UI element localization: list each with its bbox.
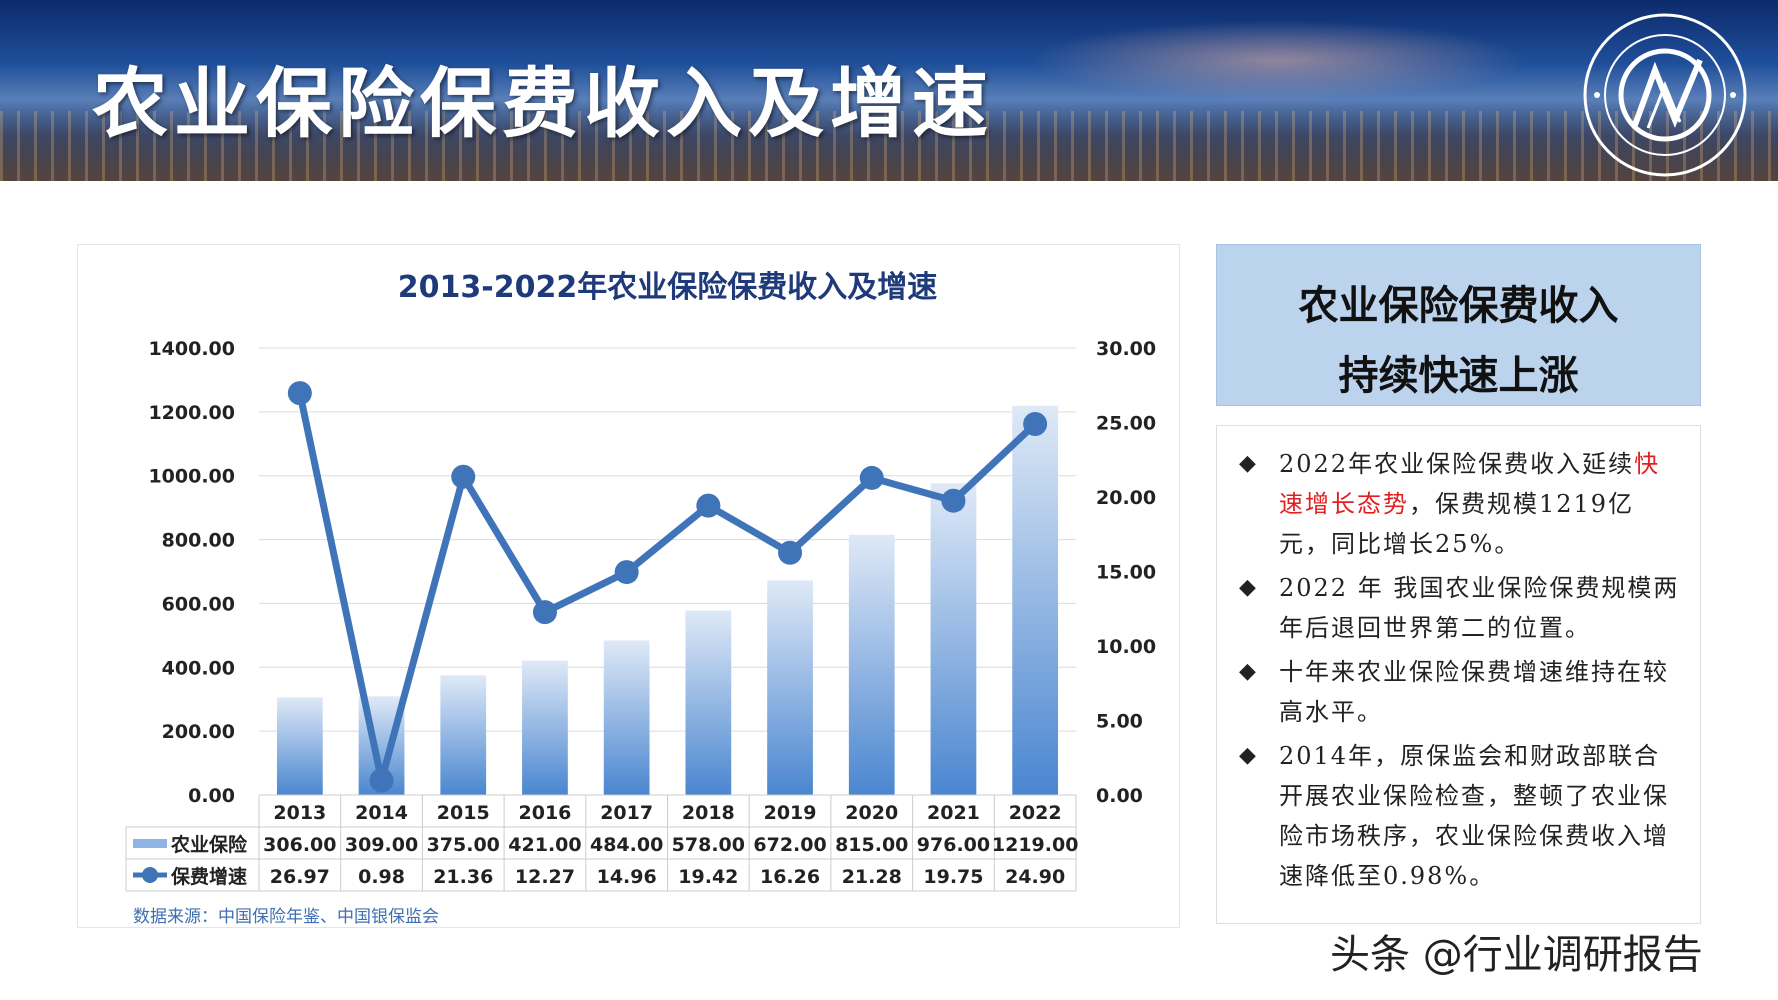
bar	[522, 660, 568, 795]
bullet-text: 2022年农业保险保费收入延续	[1279, 450, 1635, 478]
bar-data-label: 309.00	[345, 834, 418, 856]
category-label: 2015	[437, 802, 490, 824]
growth-point	[941, 488, 966, 513]
page-title: 农业保险保费收入及增速	[92, 59, 994, 148]
bar-data-label: 578.00	[672, 834, 745, 856]
right-axis-tick: 10.00	[1096, 636, 1156, 658]
bullet-item: ◆ 2014年，原保监会和财政部联合开展农业保险检查，整顿了农业保险市场秩序，农业…	[1239, 736, 1686, 896]
left-axis-tick: 1000.00	[148, 466, 235, 488]
right-axis-tick: 30.00	[1096, 338, 1156, 360]
header-banner: 农业保险保费收入及增速	[0, 0, 1778, 181]
left-axis-tick: 800.00	[162, 530, 235, 552]
left-axis-tick: 600.00	[162, 593, 235, 615]
highlight-text: 快速增长态势	[1279, 450, 1661, 518]
line-data-label: 0.98	[358, 866, 405, 888]
bar-data-label: 672.00	[753, 834, 826, 856]
growth-point	[614, 560, 639, 585]
growth-line	[296, 392, 1038, 784]
research-center-logo	[1583, 13, 1747, 177]
bar	[1012, 405, 1059, 795]
category-label: 2019	[764, 802, 817, 824]
bar	[440, 675, 487, 795]
bullet-item: ◆ 十年来农业保险保费增速维持在较高水平。	[1239, 652, 1686, 732]
right-axis-tick: 25.00	[1096, 413, 1156, 435]
category-label: 2018	[682, 802, 735, 824]
diamond-bullet-icon: ◆	[1239, 575, 1258, 600]
right-axis-tick: 15.00	[1096, 562, 1156, 584]
key-points-box: ◆ 2022年农业保险保费收入延续快速增长态势，保费规模1219亿元，同比增长25…	[1216, 425, 1701, 924]
chart-title: 2013-2022年农业保险保费收入及增速	[398, 270, 937, 305]
bullet-item: ◆ 2022年农业保险保费收入延续快速增长态势，保费规模1219亿元，同比增长25…	[1239, 444, 1686, 564]
bar-data-label: 306.00	[263, 834, 336, 856]
line-data-label: 26.97	[270, 866, 330, 888]
growth-point	[1023, 411, 1048, 436]
legend-bar-label: 农业保险	[170, 833, 248, 856]
bullet-text: 十年来农业保险保费增速维持在较高水平。	[1279, 658, 1669, 726]
right-axis-tick: 0.00	[1096, 785, 1143, 807]
right-axis-tick: 5.00	[1096, 711, 1143, 733]
category-label: 2013	[273, 802, 326, 824]
bullet-text: ，保费规模1219亿元，同比增长25%。	[1279, 490, 1635, 558]
bar-data-label: 1219.00	[992, 834, 1079, 856]
bar-data-label: 375.00	[427, 834, 500, 856]
growth-point	[369, 768, 394, 793]
bar-data-label: 421.00	[508, 834, 581, 856]
growth-point	[859, 465, 884, 490]
line-data-label: 19.42	[678, 866, 738, 888]
line-data-label: 21.36	[433, 866, 493, 888]
left-axis-tick: 200.00	[162, 721, 235, 743]
line-data-label: 21.28	[842, 866, 902, 888]
side-title-line-1: 农业保险保费收入	[1298, 283, 1619, 329]
side-title: 农业保险保费收入 持续快速上涨	[1216, 244, 1701, 406]
bar	[603, 640, 650, 795]
growth-point	[532, 600, 557, 625]
right-axis-tick: 20.00	[1096, 487, 1156, 509]
category-label: 2022	[1009, 802, 1062, 824]
left-axis-tick: 1200.00	[148, 402, 235, 424]
left-axis-tick: 400.00	[162, 657, 235, 679]
growth-point	[451, 464, 476, 489]
diamond-bullet-icon: ◆	[1239, 451, 1258, 476]
bar	[276, 697, 323, 795]
growth-point	[287, 381, 312, 406]
line-data-label: 12.27	[515, 866, 575, 888]
chart-panel: 2013-2022年农业保险保费收入及增速 0.00 200.00 400.00 600…	[77, 244, 1180, 928]
bar	[685, 610, 732, 795]
bar-data-label: 815.00	[835, 834, 908, 856]
bullet-text: 2022 年 我国农业保险保费规模两年后退回世界第二的位置。	[1279, 574, 1680, 642]
bar-data-label: 976.00	[917, 834, 990, 856]
category-label: 2014	[355, 802, 408, 824]
left-axis-tick: 0.00	[188, 785, 235, 807]
bar	[848, 534, 895, 795]
bar-data-label: 484.00	[590, 834, 663, 856]
diamond-bullet-icon: ◆	[1239, 743, 1258, 768]
line-data-label: 16.26	[760, 866, 820, 888]
growth-point	[696, 493, 721, 518]
line-data-label: 14.96	[597, 866, 657, 888]
growth-point	[778, 540, 803, 565]
bullet-item: ◆ 2022 年 我国农业保险保费规模两年后退回世界第二的位置。	[1239, 568, 1686, 648]
legend-bar-swatch	[133, 839, 167, 848]
category-label: 2020	[845, 802, 898, 824]
diamond-bullet-icon: ◆	[1239, 659, 1258, 684]
combo-chart: 2013-2022年农业保险保费收入及增速 0.00 200.00 400.00 600…	[125, 270, 1156, 927]
side-title-line-2: 持续快速上涨	[1338, 353, 1579, 399]
legend-line-label: 保费增速	[170, 865, 247, 888]
left-axis-tick: 1400.00	[148, 338, 235, 360]
watermark: 头条 @行业调研报告	[1330, 932, 1703, 978]
data-source: 数据来源：中国保险年鉴、中国银保监会	[133, 907, 439, 927]
legend-line-marker	[142, 867, 158, 883]
line-data-label: 24.90	[1005, 866, 1065, 888]
bullet-text: 2014年，原保监会和财政部联合开展农业保险检查，整顿了农业保险市场秩序，农业保…	[1279, 742, 1669, 890]
category-label: 2021	[927, 802, 980, 824]
bar	[767, 580, 813, 795]
category-label: 2017	[600, 802, 653, 824]
line-data-label: 19.75	[923, 866, 983, 888]
category-label: 2016	[519, 802, 572, 824]
bar	[930, 483, 977, 795]
